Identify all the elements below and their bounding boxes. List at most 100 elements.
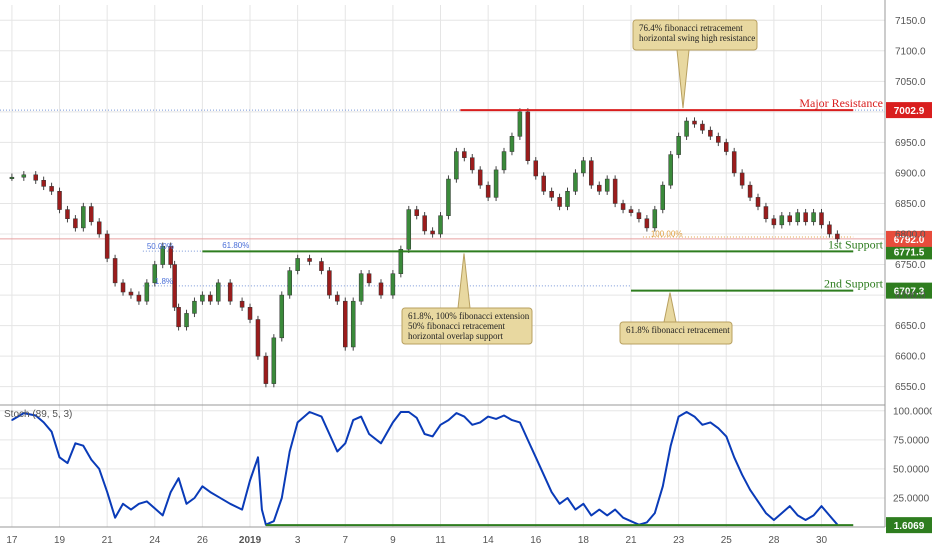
candle-body-101 <box>835 233 840 240</box>
level-tag-bg-0 <box>886 102 932 119</box>
x-tick-8: 9 <box>390 535 396 546</box>
candle-body-37 <box>319 261 324 271</box>
stoch-point-71 <box>598 508 600 511</box>
stoch-title: Stoch (89, 5, 3) <box>4 409 72 420</box>
stoch-point-79 <box>662 485 664 487</box>
candle-body-69 <box>581 160 586 174</box>
stoch-point-69 <box>582 503 584 505</box>
candle-body-0 <box>9 176 15 179</box>
candle-body-51 <box>438 215 443 235</box>
candle-body-58 <box>493 169 499 198</box>
callout-text-1-0: 61.8%, 100% fibonacci extension <box>408 311 530 321</box>
y-tick-main-0: 6550.0 <box>895 382 926 393</box>
stoch-point-91 <box>757 500 759 503</box>
stoch-point-11 <box>106 491 108 493</box>
candle-body-77 <box>644 218 650 229</box>
stoch-point-73 <box>614 508 616 511</box>
stoch-point-67 <box>566 497 569 499</box>
stoch-point-5 <box>58 456 61 458</box>
stoch-point-12 <box>114 517 116 519</box>
candle-body-90 <box>747 184 753 198</box>
candle-body-4 <box>49 186 54 192</box>
stoch-tag-bg <box>886 517 932 534</box>
y-tick-osc-1: 50.0000 <box>893 464 930 475</box>
y-tick-main-2: 6650.0 <box>895 321 926 332</box>
stoch-point-84 <box>701 424 704 426</box>
stoch-point-83 <box>693 416 696 418</box>
stoch-point-22 <box>193 497 196 499</box>
candle-body-96 <box>795 212 800 223</box>
level-price-tag-1: 6771.5 <box>894 247 925 258</box>
candle-body-65 <box>549 191 554 198</box>
candle-body-49 <box>422 215 427 232</box>
stoch-point-29 <box>257 456 259 458</box>
candle-body-63 <box>533 160 539 177</box>
candle-body-6 <box>65 209 70 219</box>
candle-body-60 <box>509 136 515 152</box>
stoch-point-95 <box>789 505 791 507</box>
candle-body-67 <box>565 191 570 207</box>
fib-label-2: 1.8% <box>155 277 173 286</box>
stoch-point-56 <box>479 421 481 424</box>
stoch-point-64 <box>543 474 545 476</box>
candle-body-48 <box>414 209 419 216</box>
stoch-point-9 <box>90 459 92 461</box>
candle-body-76 <box>636 212 642 219</box>
candle-body-64 <box>541 175 546 192</box>
x-tick-16: 28 <box>768 535 780 546</box>
stoch-point-89 <box>741 474 743 476</box>
candle-body-73 <box>612 178 618 204</box>
candle-body-71 <box>597 184 602 192</box>
callout-pointer-2 <box>663 292 677 323</box>
stoch-point-2 <box>35 414 37 417</box>
stoch-value-tag: 1.6069 <box>894 521 925 532</box>
stoch-point-96 <box>797 514 799 516</box>
stoch-point-32 <box>273 520 275 522</box>
fib-label-3: 100.00% <box>651 229 683 238</box>
x-tick-6: 3 <box>295 535 301 546</box>
x-tick-13: 21 <box>625 535 637 546</box>
candle-body-45 <box>390 273 396 296</box>
callout-pointer-1 <box>457 253 471 309</box>
candle-body-78 <box>652 209 658 229</box>
candle-body-24 <box>200 294 205 302</box>
candle-body-17 <box>152 264 158 284</box>
candle-body-62 <box>525 111 531 161</box>
candle-body-74 <box>620 203 626 210</box>
candle-body-70 <box>589 160 594 186</box>
candle-body-52 <box>446 178 451 216</box>
candle-body-34 <box>287 270 292 296</box>
level-tag-bg-2 <box>886 282 932 299</box>
candle-body-5 <box>57 191 62 210</box>
stoch-point-78 <box>654 512 656 514</box>
candle-body-57 <box>485 184 491 198</box>
candle-body-82 <box>684 120 689 137</box>
candle-body-25 <box>208 294 213 302</box>
stoch-point-14 <box>130 508 132 511</box>
x-tick-7: 7 <box>342 535 348 546</box>
x-tick-2: 21 <box>102 535 114 546</box>
candle-body-66 <box>557 197 562 207</box>
candle-body-20 <box>172 264 177 308</box>
callout-text-2-0: 61.8% fibonacci retracement <box>626 325 730 335</box>
callout-text-1-1: 50% fibonacci retracement <box>408 321 505 331</box>
candle-body-93 <box>771 218 777 226</box>
stoch-point-7 <box>74 442 77 444</box>
stoch-point-80 <box>670 445 672 447</box>
candle-body-81 <box>676 136 681 155</box>
callout-text-0-1: horizontal swing high resistance <box>639 33 755 43</box>
candle-body-87 <box>724 142 729 152</box>
stoch-point-70 <box>590 514 592 516</box>
candle-body-61 <box>517 111 523 137</box>
candle-body-27 <box>227 282 233 302</box>
stoch-point-62 <box>527 439 529 441</box>
x-tick-5: 2019 <box>239 535 262 546</box>
x-tick-3: 24 <box>149 535 161 546</box>
stoch-point-58 <box>495 418 497 420</box>
candle-body-95 <box>787 215 793 223</box>
stoch-point-47 <box>408 411 410 413</box>
x-tick-0: 17 <box>6 535 18 546</box>
x-tick-14: 23 <box>673 535 685 546</box>
candle-body-89 <box>739 172 745 186</box>
